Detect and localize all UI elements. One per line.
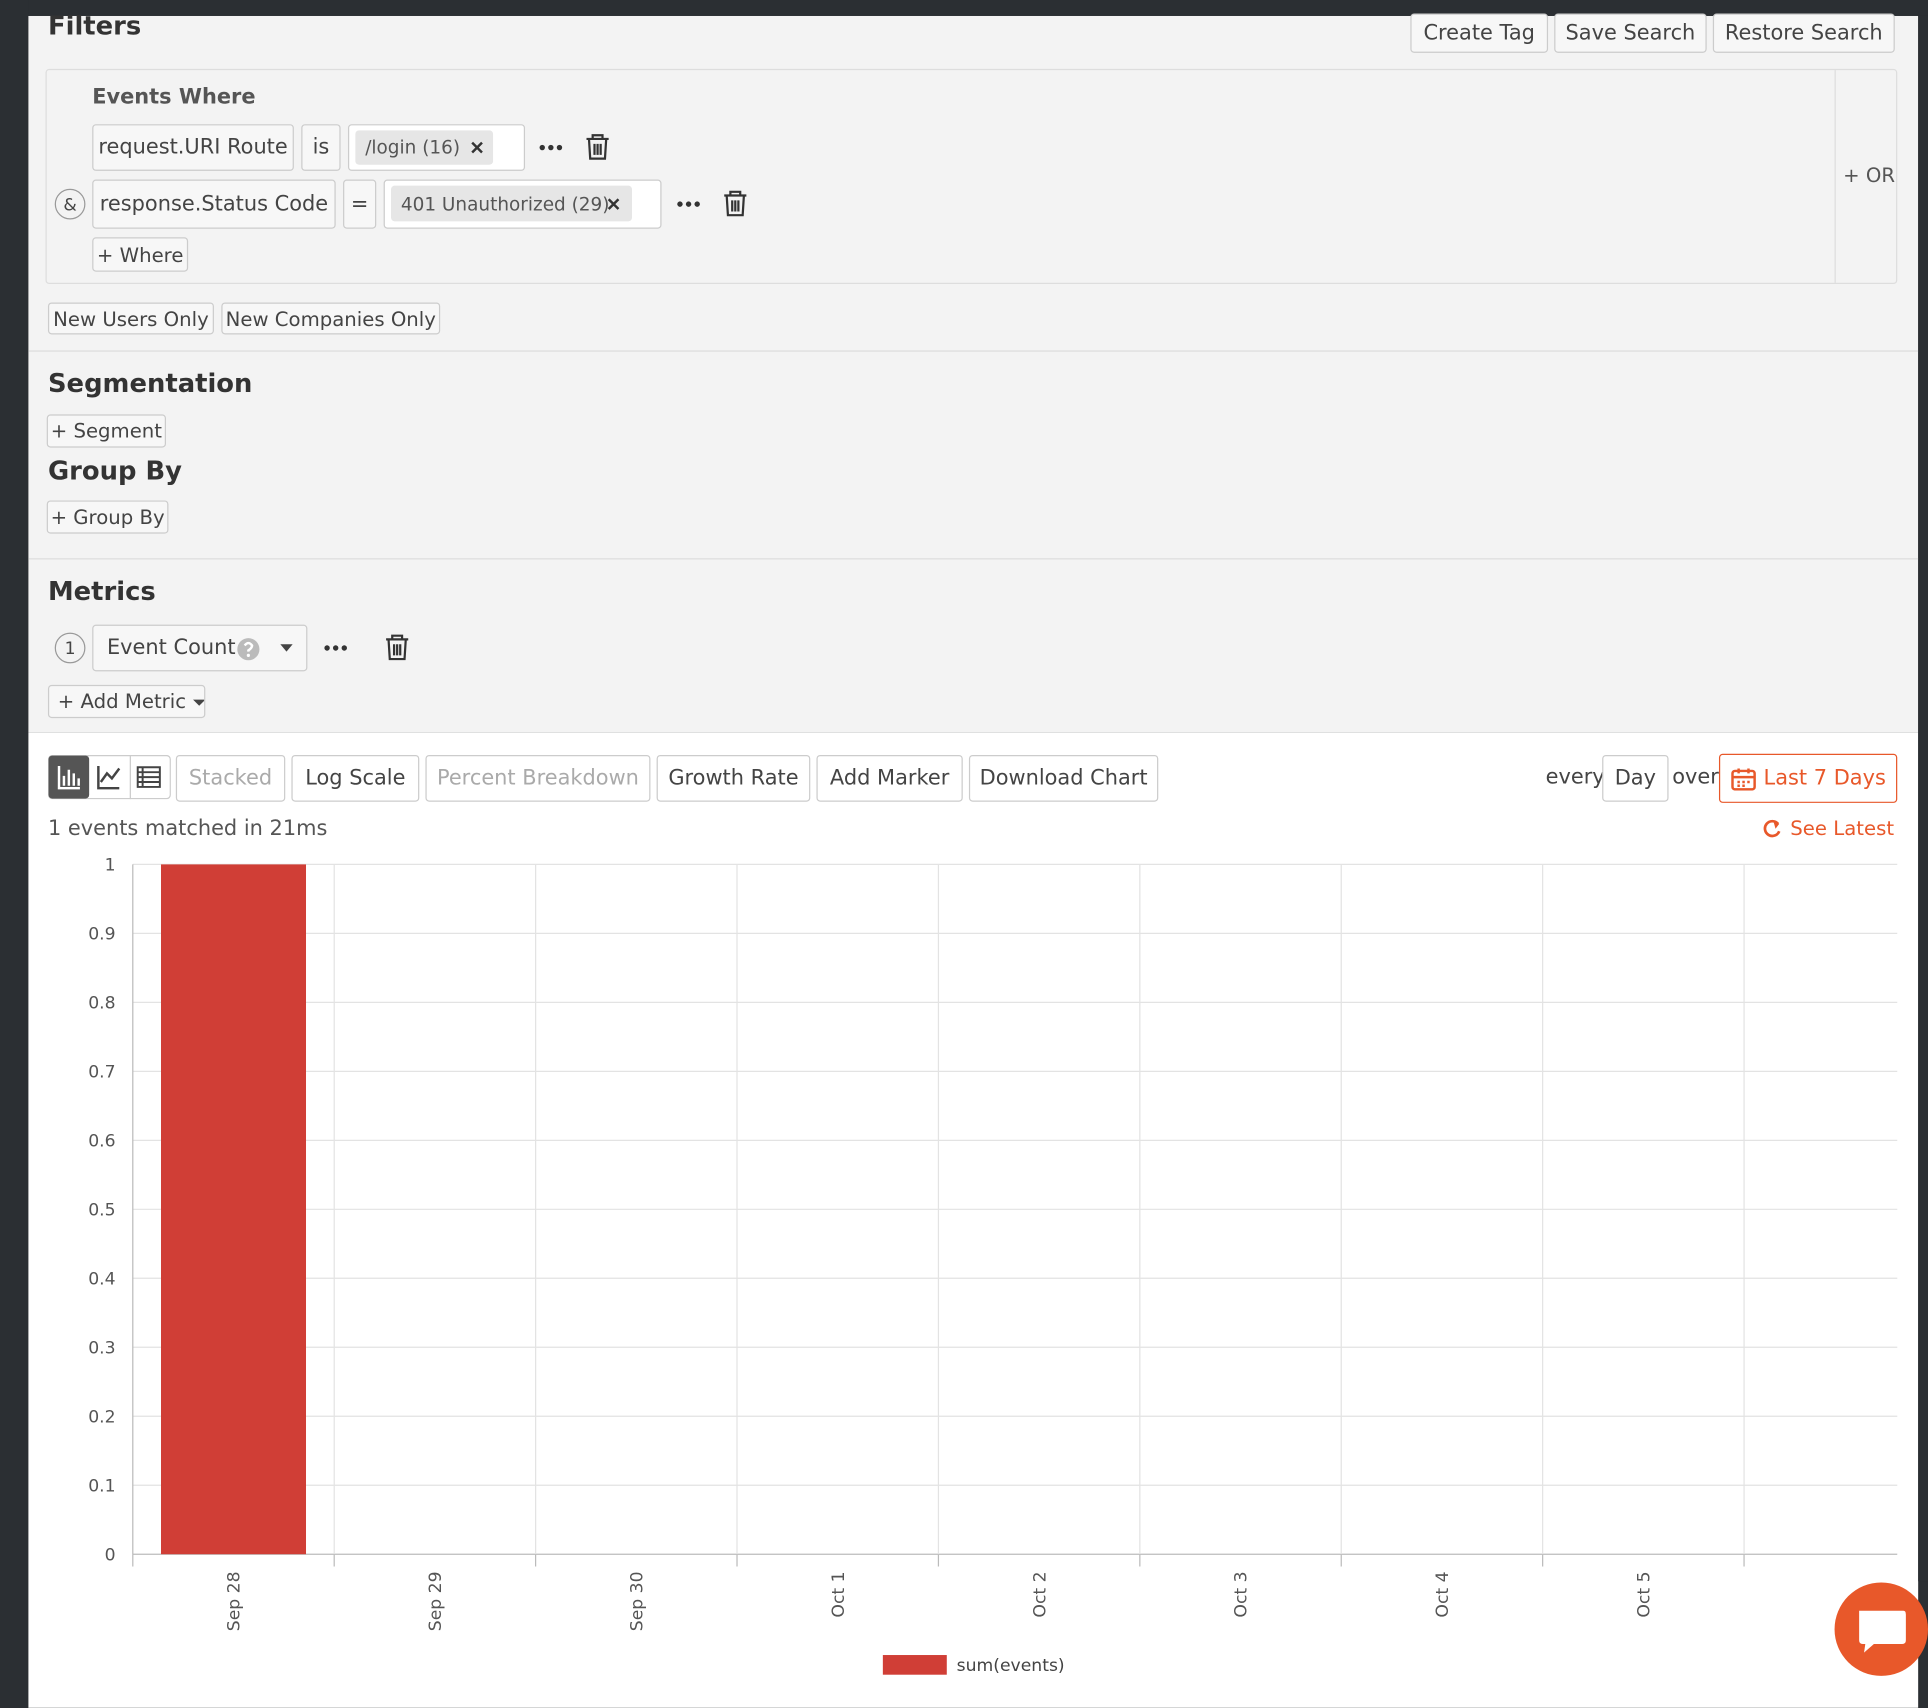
and-connector: & [54,188,86,220]
create-tag-button[interactable]: Create Tag [1410,13,1549,53]
add-metric-text: + Add Metric [57,689,187,714]
remove-icon[interactable] [467,140,487,155]
group-by-title: Group By [47,456,182,486]
add-metric-button[interactable]: + Add Metric [47,684,206,719]
date-range-text: Last 7 Days [1763,766,1886,791]
x-tick-label: Oct 4 [1433,1571,1453,1617]
or-button[interactable]: + OR [1843,163,1896,187]
trash-icon[interactable] [586,134,609,160]
y-tick-label: 0.7 [88,1062,115,1082]
x-tick-label: Sep 29 [426,1571,446,1631]
see-latest-link[interactable]: See Latest [1761,816,1895,840]
caret [193,699,205,706]
x-tick-label: Oct 1 [829,1571,849,1617]
restore-search-button[interactable]: Restore Search [1712,13,1895,53]
y-tick-label: 0.5 [88,1200,115,1220]
chart-panel [28,732,1919,1708]
y-tick-label: 0.3 [88,1338,115,1358]
filter-operator[interactable]: is [301,124,341,171]
interval-select[interactable]: Day [1602,754,1669,802]
segmentation-title: Segmentation [47,368,253,399]
metric-index-text: 1 [65,639,76,659]
x-tick-label: Oct 5 [1634,1571,1654,1617]
percent-breakdown-button[interactable]: Percent Breakdown [425,754,651,802]
stacked-button[interactable]: Stacked [175,754,286,802]
save-search-button[interactable]: Save Search [1554,13,1707,53]
separator [28,350,1919,352]
x-tick-label: Oct 3 [1232,1571,1252,1617]
toggle-new-users[interactable]: New Users Only [47,302,214,335]
legend-swatch [882,1655,947,1675]
right-edge [1918,15,1928,1582]
trash-icon[interactable] [386,634,409,661]
y-tick-label: 1 [105,856,116,876]
row-icons [324,134,747,661]
more-icon[interactable] [324,645,347,651]
chip-text: /login (16) [365,136,461,159]
y-tick-label: 0.6 [88,1131,115,1151]
filter-operator[interactable]: = [343,179,377,229]
chip-text: 401 Unauthorized (29) [400,192,610,215]
y-tick-label: 0.4 [88,1269,115,1289]
toggle-new-companies[interactable]: New Companies Only [221,302,441,335]
see-latest-text: See Latest [1790,816,1895,840]
trash-icon[interactable] [724,190,747,217]
growth-rate-button[interactable]: Growth Rate [656,754,811,802]
x-tick-label: Sep 30 [627,1571,647,1631]
calendar-icon [1731,768,1757,791]
download-chart-button[interactable]: Download Chart [968,754,1159,802]
add-where-button[interactable]: + Where [92,237,189,272]
query-panel [28,15,1919,733]
status-text: 1 events matched in 21ms [47,816,328,842]
bar [160,864,307,1555]
table-toggle[interactable] [136,766,161,788]
metric-select[interactable]: Event Count [92,624,308,672]
divider [1834,70,1836,283]
x-tick-label: Oct 2 [1030,1571,1050,1617]
add-group-by-button[interactable]: + Group By [46,500,169,534]
y-tick-label: 0.1 [88,1476,115,1496]
x-tick-label: Sep 28 [225,1571,245,1631]
metric-index: 1 [54,632,86,664]
filter-field[interactable]: request.URI Route [92,124,294,171]
line-chart-toggle[interactable] [97,766,121,790]
every-label: every [1545,764,1605,790]
over-label: over [1672,764,1719,790]
y-tick-label: 0.9 [88,925,115,945]
more-icon[interactable] [539,144,563,151]
metric-icons [237,638,293,661]
more-icon[interactable] [677,201,700,207]
log-scale-button[interactable]: Log Scale [291,754,420,802]
metric-name: Event Count [106,635,236,661]
filter-field[interactable]: response.Status Code [92,179,336,229]
events-where: Events Where [92,84,256,110]
y-tick-label: 0.2 [88,1407,115,1427]
filters-title: Filters [47,11,142,41]
filter-box [45,68,1898,285]
filter-value-chip: /login (16) [355,130,494,165]
filter-value-chip: 401 Unauthorized (29) [391,185,633,222]
refresh-icon [1763,819,1781,837]
add-segment-button[interactable]: + Segment [46,414,166,448]
y-tick-label: 0 [105,1545,116,1565]
chart-type-switch [47,754,171,800]
date-range-button[interactable]: Last 7 Days [1718,753,1898,803]
separator [28,558,1919,560]
chat-widget[interactable] [1832,1581,1928,1677]
add-marker-button[interactable]: Add Marker [816,754,963,802]
remove-icon[interactable] [604,197,624,212]
connector-text: & [63,195,76,215]
y-tick-label: 0.8 [88,994,115,1014]
metrics-title: Metrics [47,576,156,607]
top-bar [0,0,1928,16]
left-edge [0,0,29,1708]
legend-label: sum(events) [957,1656,1065,1676]
